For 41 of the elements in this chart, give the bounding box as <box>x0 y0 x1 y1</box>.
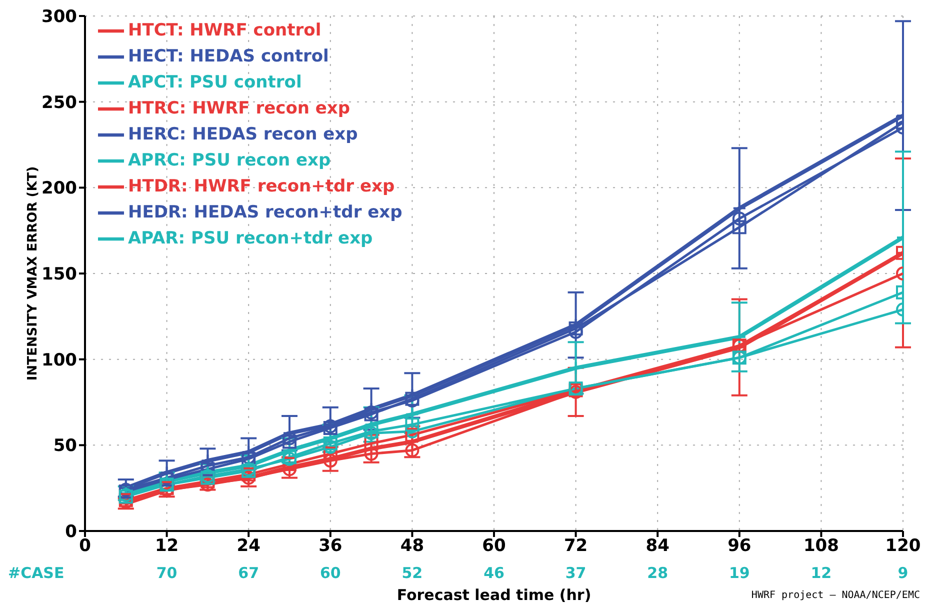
x-tick-label: 96 <box>728 536 752 556</box>
x-tick-label: 120 <box>885 536 921 556</box>
y-tick-label: 200 <box>42 178 78 199</box>
x-axis-title: Forecast lead time (hr) <box>396 586 592 604</box>
legend-label: HTDR: HWRF recon+tdr exp <box>128 176 395 197</box>
y-tick-label: 250 <box>42 92 78 113</box>
text: 46 <box>482 564 506 582</box>
text: 52 <box>400 564 424 582</box>
text: 70 <box>155 564 178 582</box>
y-tick-label: 0 <box>65 522 78 542</box>
x-tick-label: 72 <box>564 536 588 556</box>
legend-label: APCT: PSU control <box>128 72 302 93</box>
text: 19 <box>728 564 751 582</box>
x-tick-label: 108 <box>803 536 839 556</box>
x-tick-label: 12 <box>154 536 179 556</box>
text: 67 <box>237 564 260 582</box>
x-tick-label: 24 <box>236 536 261 556</box>
legend-label: HTCT: HWRF control <box>128 20 322 41</box>
text: #CASE <box>8 564 64 582</box>
legend-label: HECT: HEDAS control <box>128 46 329 67</box>
text: HWRF project — NOAA/NCEP/EMC <box>751 590 920 601</box>
text: 28 <box>646 564 670 582</box>
legend-label: APAR: PSU recon+tdr exp <box>128 228 373 249</box>
legend-label: HEDR: HEDAS recon+tdr exp <box>128 202 402 223</box>
x-tick-label: 0 <box>79 536 92 556</box>
text: 12 <box>810 564 833 582</box>
text: 60 <box>318 564 342 582</box>
text: 9 <box>896 564 910 582</box>
x-tick-label: 36 <box>318 536 342 556</box>
text: 37 <box>564 564 588 582</box>
y-tick-label: 150 <box>42 264 78 285</box>
x-tick-label: 48 <box>400 536 424 556</box>
legend-label: HTRC: HWRF recon exp <box>128 98 350 119</box>
y-tick-label: 100 <box>42 350 78 370</box>
legend-label: HERC: HEDAS recon exp <box>128 124 358 145</box>
x-tick-label: 60 <box>482 536 506 556</box>
x-tick-label: 84 <box>646 536 670 556</box>
y-axis-title: INTENSITY VMAX ERROR (KT) <box>26 166 41 381</box>
y-tick-label: 50 <box>53 436 78 456</box>
y-tick-label: 300 <box>42 7 78 28</box>
legend-label: APRC: PSU recon exp <box>128 150 331 171</box>
